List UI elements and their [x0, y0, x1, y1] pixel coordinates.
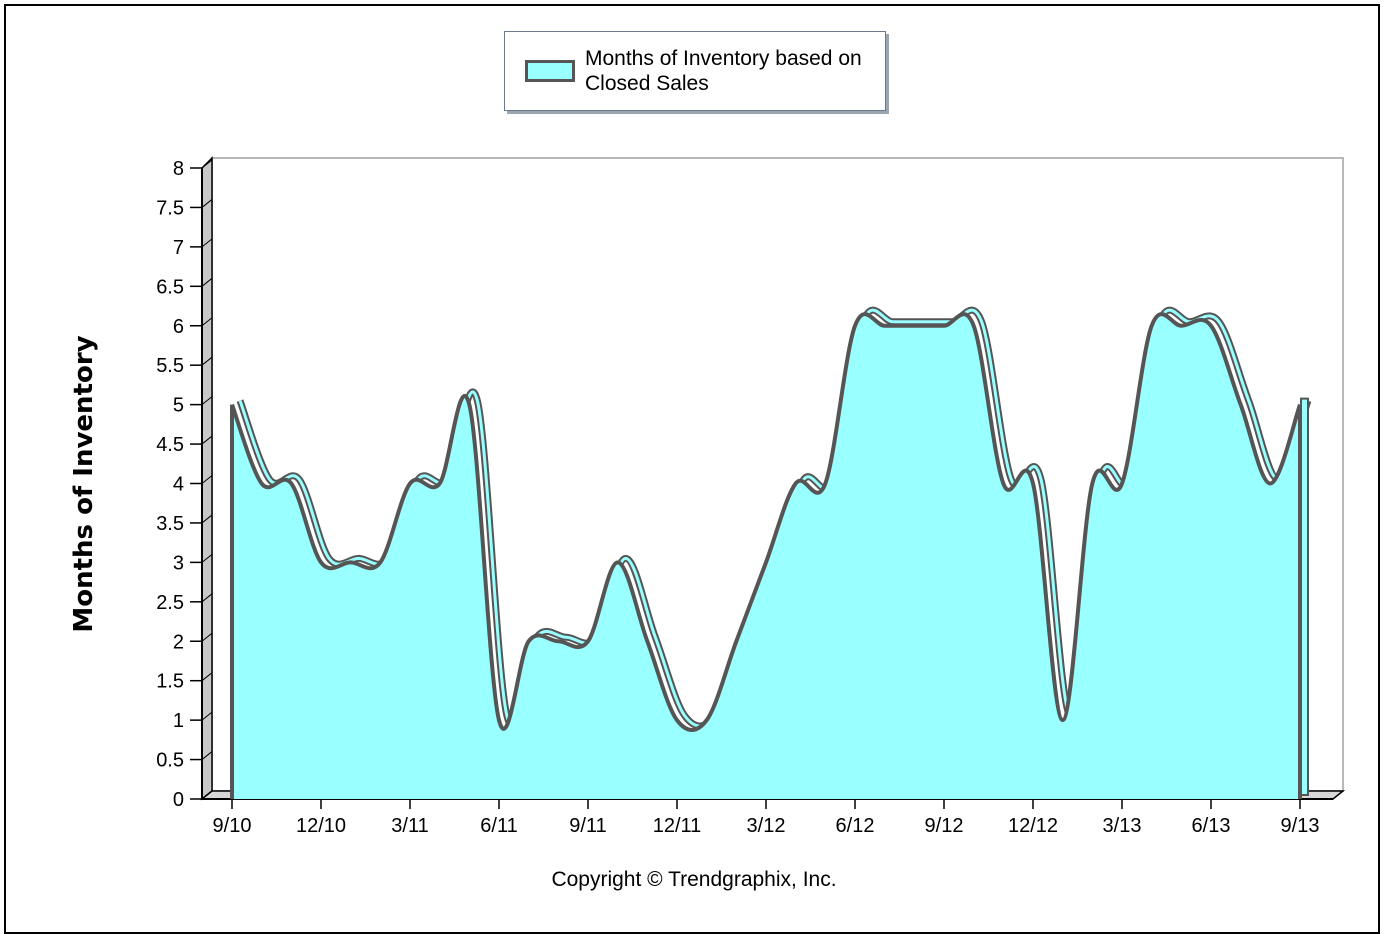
y-tick-label: 7 — [173, 237, 184, 259]
y-tick-label: 8 — [173, 158, 184, 180]
y-tick-label: 1.5 — [156, 671, 184, 693]
x-tick-label: 9/10 — [213, 815, 252, 837]
copyright-text: Copyright © Trendgraphix, Inc. — [0, 868, 1388, 892]
series-right-cap — [1301, 399, 1308, 795]
x-tick-label: 6/11 — [480, 815, 517, 837]
y-tick-label: 2.5 — [156, 592, 184, 614]
x-tick-label: 9/13 — [1281, 815, 1320, 837]
x-tick-label: 12/10 — [296, 815, 346, 837]
y-tick-label: 1 — [173, 710, 184, 732]
y-tick-label: 3.5 — [156, 513, 184, 535]
x-tick-label: 9/11 — [569, 815, 606, 837]
y-tick-label: 3 — [173, 552, 184, 574]
y-tick-label: 6.5 — [156, 276, 184, 298]
y-tick-label: 4 — [173, 474, 184, 496]
x-tick-label: 12/11 — [653, 815, 702, 837]
y-tick-label: 0 — [173, 789, 184, 811]
y-tick-label: 4.5 — [156, 434, 184, 456]
y-tick-label: 7.5 — [156, 197, 184, 219]
plot-left-wall — [202, 158, 212, 799]
x-tick-label: 6/13 — [1192, 815, 1231, 837]
y-tick-label: 0.5 — [156, 750, 184, 772]
x-tick-label: 3/11 — [391, 815, 428, 837]
y-tick-label: 2 — [173, 631, 184, 653]
y-tick-label: 5 — [173, 395, 184, 417]
y-tick-label: 5.5 — [156, 355, 184, 377]
x-tick-label: 3/12 — [747, 815, 786, 837]
y-tick-label: 6 — [173, 316, 184, 338]
x-tick-label: 3/13 — [1103, 815, 1142, 837]
y-axis-title: Months of Inventory — [69, 335, 99, 632]
x-tick-label: 9/12 — [925, 815, 964, 837]
x-tick-label: 6/12 — [836, 815, 875, 837]
x-tick-label: 12/12 — [1008, 815, 1058, 837]
